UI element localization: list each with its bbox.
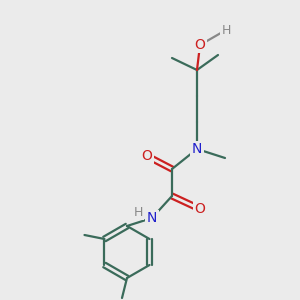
Text: O: O [195, 38, 206, 52]
Text: N: N [192, 142, 202, 156]
Text: H: H [133, 206, 143, 218]
Text: O: O [142, 149, 152, 163]
Text: O: O [195, 202, 206, 216]
Text: H: H [221, 23, 231, 37]
Text: N: N [147, 211, 157, 225]
